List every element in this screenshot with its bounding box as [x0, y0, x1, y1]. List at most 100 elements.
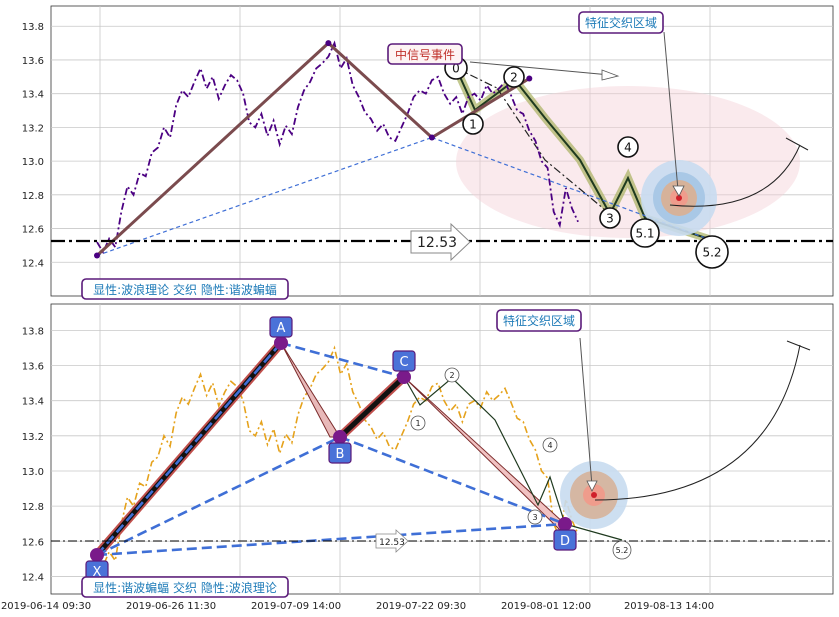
bottom-harmonic-point [274, 336, 288, 350]
bottom-harmonic-label: D [560, 534, 570, 549]
x-tick-label: 2019-07-09 14:00 [251, 601, 341, 612]
top-area-arrow [663, 31, 679, 191]
bottom-wave-circle [527, 509, 543, 525]
top-zigzag-path [95, 41, 531, 257]
y-tick-label: 13.8 [22, 22, 44, 33]
bottom-wave-label: 1 [415, 419, 420, 428]
x-axis-tick-labels: 2019-06-14 09:30 2019-06-26 11:30 2019-07-… [1, 601, 714, 612]
top-wave-label: 2 [510, 71, 518, 85]
top-corner-label-box [81, 278, 289, 300]
top-pivot-point [94, 252, 100, 259]
top-wave-path [455, 67, 713, 241]
bottom-wave-label: 2 [449, 371, 454, 380]
bottom-harmonic-label: A [277, 321, 286, 336]
bottom-target-dot [591, 492, 597, 498]
top-arc-curve [669, 144, 801, 207]
x-tick-label: 2019-06-26 11:30 [126, 601, 216, 612]
top-area-label-box [578, 11, 664, 34]
top-zigzag-line [94, 40, 533, 259]
bottom-harmonic-box [328, 442, 352, 464]
bottom-price-series [96, 345, 579, 568]
bottom-harmonic-labels: X A B C D [85, 316, 577, 582]
top-signal-label-box [387, 43, 463, 65]
bottom-dash-line [280, 341, 405, 379]
top-target-dot [676, 195, 682, 201]
bottom-dash-line [96, 435, 341, 557]
bottom-wave-label: 5.2 [616, 546, 629, 555]
y-tick-label: 13.4 [22, 397, 44, 408]
y-tick-label: 13.6 [22, 362, 44, 373]
bottom-wave-path [403, 376, 623, 541]
top-wave-label: 1 [469, 118, 477, 132]
top-wave-circle [599, 207, 621, 229]
bottom-hline-label: 12.53 [379, 538, 405, 548]
bottom-harmonic-box [553, 529, 577, 551]
bottom-harmonic-box [392, 350, 416, 372]
x-tick-label: 2019-08-01 12:00 [501, 601, 591, 612]
bottom-plot-frame [50, 303, 834, 595]
top-dash-line [96, 136, 433, 257]
bottom-wave-label: 4 [547, 441, 552, 450]
bottom-harmonic-label: B [336, 447, 345, 462]
bottom-wave-circle [542, 437, 558, 453]
bottom-wave-circle [410, 415, 426, 431]
bottom-area-label: 特征交织区域 [503, 313, 575, 328]
top-pivot-point [325, 40, 332, 47]
y-tick-label: 13.0 [22, 157, 44, 168]
bottom-harmonic-point [558, 517, 572, 531]
bottom-wave-circle [612, 540, 632, 560]
top-wave-label: 0 [452, 62, 460, 76]
x-tick-label: 2019-07-22 09:30 [376, 601, 466, 612]
top-signal-label: 中信号事件 [395, 47, 455, 62]
top-area-arrowhead [672, 185, 685, 197]
top-feature-ellipse [456, 86, 800, 238]
top-wave-circle [695, 235, 729, 269]
top-wave-label: 5.2 [702, 246, 721, 260]
top-corner-label: 显性:波浪理论 交织 隐性:谐波蝙蝠 [93, 282, 277, 297]
bottom-leg-bc [338, 375, 406, 439]
y-tick-label: 13.6 [22, 56, 44, 67]
top-arc-cap [785, 137, 809, 151]
bottom-y-tick-labels: 12.4 12.6 12.8 13.0 13.2 13.4 13.6 13.8 [22, 326, 44, 583]
top-wave-label: 5.1 [635, 227, 654, 241]
bottom-corner-label-box [81, 576, 289, 598]
bottom-arc-curve [594, 344, 801, 501]
top-wave-label: 3 [606, 212, 614, 226]
y-tick-label: 13.4 [22, 90, 44, 101]
top-price-series [96, 40, 579, 255]
bottom-dash-line [96, 522, 566, 557]
x-tick-label: 2019-08-13 14:00 [624, 601, 714, 612]
bottom-dash-line [339, 435, 566, 526]
top-y-tick-labels: 12.4 12.6 12.8 13.0 13.2 13.4 13.6 13.8 [22, 22, 44, 269]
top-area-label: 特征交织区域 [585, 15, 657, 30]
top-pivot-point [526, 75, 533, 82]
bottom-wave-labels: 1 2 3 4 5.2 [410, 367, 632, 560]
top-wave-circle [462, 113, 484, 135]
x-tick-label: 2019-06-14 09:30 [1, 601, 91, 612]
top-hline-label: 12.53 [417, 235, 457, 251]
bottom-arc-cap [786, 340, 811, 351]
y-tick-label: 12.6 [22, 537, 44, 548]
y-tick-label: 13.0 [22, 467, 44, 478]
bottom-harmonic-label: C [399, 355, 408, 370]
bottom-area-label-box [496, 309, 582, 332]
bottom-area-arrow [579, 337, 593, 487]
top-wave-label: 4 [624, 141, 632, 155]
bottom-wave-circle [444, 367, 460, 383]
y-tick-label: 13.8 [22, 326, 44, 337]
bottom-corner-label: 显性:谐波蝙蝠 交织 隐性:波浪理论 [93, 580, 277, 595]
top-signal-arrow [469, 61, 611, 76]
top-hline-tag [410, 222, 471, 262]
bottom-area-arrowhead [586, 480, 598, 492]
top-wave-circle [630, 218, 660, 248]
y-tick-label: 13.2 [22, 123, 44, 134]
bottom-hline-tag [375, 529, 409, 553]
bottom-panel: 12.4 12.6 12.8 13.0 13.2 13.4 13.6 13.8 12.53 1… [22, 303, 834, 598]
bottom-harmonic-point [90, 548, 104, 562]
y-tick-label: 12.4 [22, 572, 44, 583]
y-tick-label: 12.8 [22, 502, 44, 513]
top-wave-guide [455, 67, 611, 215]
y-tick-label: 12.4 [22, 258, 44, 269]
bottom-dash-line [96, 342, 282, 556]
